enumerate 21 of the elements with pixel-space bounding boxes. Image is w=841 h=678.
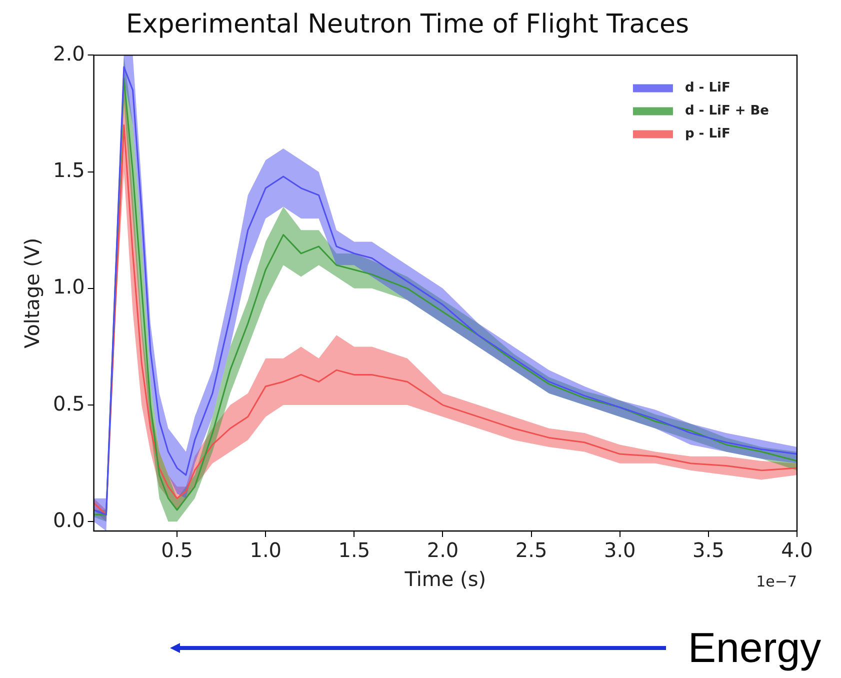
y-tick-label: 1.0: [52, 274, 85, 299]
legend-label: p - LiF: [684, 126, 730, 142]
y-tick-label: 2.0: [52, 41, 85, 66]
legend-label: d - LiF + Be: [684, 104, 770, 119]
y-axis-title: Voltage (V): [20, 238, 44, 348]
x-tick-label: 2.0: [426, 538, 459, 562]
x-tick-label: 1.0: [250, 538, 282, 562]
chart-title: Experimental Neutron Time of Flight Traces: [126, 9, 690, 40]
x-tick-label: 3.5: [692, 538, 724, 562]
y-tick-label: 0.0: [52, 508, 85, 532]
x-tick-label: 3.0: [604, 538, 636, 562]
y-tick-label: 0.5: [52, 391, 85, 416]
legend-label: d - LiF: [684, 80, 730, 96]
x-axis-title: Time (s): [404, 567, 486, 592]
y-tick-label: 1.5: [52, 158, 85, 182]
text: 1e−7: [756, 572, 797, 590]
x-tick-label: 1.5: [338, 538, 370, 562]
x-tick-label: 2.5: [515, 538, 548, 562]
text: Energy: [688, 624, 822, 671]
x-tick-label: 0.5: [161, 538, 193, 562]
x-tick-label: 4.0: [781, 538, 813, 562]
